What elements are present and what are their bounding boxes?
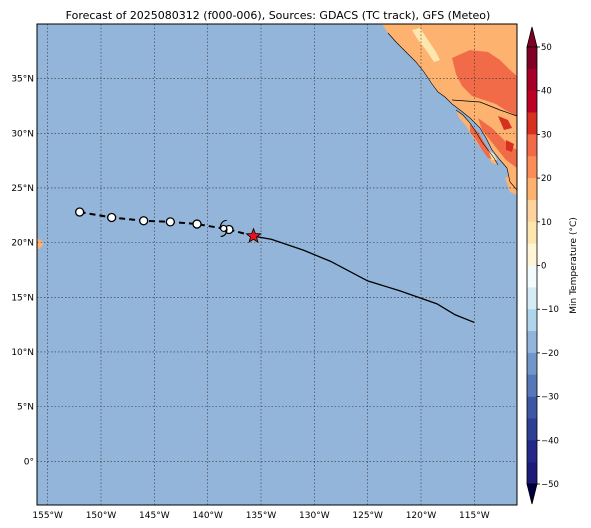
- baja-coastline: [455, 109, 499, 166]
- colorbar-tick-label: −10: [541, 305, 559, 315]
- past-position-marker: [139, 216, 149, 226]
- forecast-track-line: [253, 235, 475, 324]
- colorbar-segment: [527, 47, 537, 70]
- colorbar-segment: [527, 462, 537, 485]
- colorbar-segment: [527, 418, 537, 441]
- colorbar-segment: [527, 156, 537, 179]
- colorbar-tick-label: 50: [541, 43, 552, 53]
- hot-region-southwest: [452, 50, 517, 116]
- colorbar-segment: [527, 396, 537, 419]
- mild-baja-tip: [488, 150, 497, 160]
- past-position-marker: [192, 219, 202, 229]
- past-position-marker: [165, 217, 175, 227]
- very-hot-spot-1: [498, 116, 512, 130]
- colorbar-label: Min Temperature (°C): [569, 217, 579, 314]
- lon-tick-label: 125°W: [352, 511, 383, 521]
- current-position-star: [245, 227, 262, 243]
- lon-tick-label: 150°W: [86, 511, 117, 521]
- colorbar-tick-label: −50: [541, 480, 559, 490]
- hot-region-sonora: [478, 118, 517, 168]
- colorbar-segment: [527, 221, 537, 244]
- colorbar-segment: [527, 265, 537, 288]
- map-title: Forecast of 2025080312 (f000-006), Sourc…: [66, 9, 491, 22]
- colorbar-segment: [527, 112, 537, 135]
- very-hot-spot-2: [506, 140, 514, 152]
- lat-tick-label: 10°N: [11, 348, 34, 358]
- colorbar-tick-label: −30: [541, 393, 559, 403]
- hawaii-landmass: [37, 238, 43, 249]
- colorbar-max-extension: [526, 26, 538, 48]
- colorbar-segment: [527, 309, 537, 332]
- ocean-area: [37, 24, 517, 505]
- past-position-marker: [75, 207, 85, 217]
- lat-tick-label: 35°N: [11, 75, 34, 85]
- lon-tick-label: 145°W: [139, 511, 170, 521]
- colorbar-segment: [527, 90, 537, 113]
- colorbar-tick-label: 0: [541, 262, 546, 272]
- colorbar-segment: [527, 134, 537, 157]
- colorbar-segment: [527, 68, 537, 91]
- lat-tick-label: 0°: [24, 457, 34, 467]
- colorbar-tick-label: 10: [541, 218, 552, 228]
- lat-tick-label: 20°N: [11, 239, 34, 249]
- colorbar-segment: [527, 199, 537, 223]
- colorbar: 50 40 30 20 10 0 −10 −20 −30 −40 −50 Min Temperatur…: [526, 26, 579, 505]
- colorbar-tick-label: −40: [541, 436, 559, 446]
- longitude-labels: 155°W 150°W 145°W 140°W 135°W 130°W 125°W 120°W…: [32, 511, 489, 521]
- colorbar-tick-label: 40: [541, 87, 552, 97]
- colorbar-segment: [527, 352, 537, 376]
- us-mexico-border: [451, 99, 517, 117]
- lat-tick-label: 15°N: [11, 293, 34, 303]
- colorbar-segment: [527, 178, 537, 201]
- colorbar-segment: [527, 331, 537, 354]
- lon-tick-label: 135°W: [246, 511, 277, 521]
- lon-tick-label: 155°W: [32, 511, 63, 521]
- mild-coastal-strip: [412, 28, 440, 62]
- lon-tick-label: 140°W: [192, 511, 223, 521]
- land-layer: [37, 24, 517, 249]
- colorbar-tick-label: 20: [541, 174, 552, 184]
- lon-tick-label: 115°W: [459, 511, 490, 521]
- lon-tick-label: 120°W: [406, 511, 437, 521]
- map-frame: [36, 23, 518, 506]
- tropical-storm-icon: [219, 219, 228, 238]
- lon-tick-label: 130°W: [299, 511, 330, 521]
- lat-tick-label: 5°N: [17, 403, 34, 413]
- lat-tick-label: 30°N: [11, 129, 34, 139]
- colorbar-min-extension: [526, 483, 538, 505]
- colorbar-tick-label: −20: [541, 349, 559, 359]
- lat-tick-label: 25°N: [11, 184, 34, 194]
- past-position-marker: [107, 212, 117, 223]
- map-panel: 155°W 150°W 145°W 140°W 135°W 130°W 125°W 120°W…: [11, 23, 518, 521]
- storm-track: [75, 207, 475, 324]
- colorbar-tick-label: 30: [541, 130, 552, 140]
- colorbar-segment: [527, 287, 537, 310]
- colorbar-segment: [527, 440, 537, 463]
- graticule: [37, 24, 517, 505]
- colorbar-segment: [527, 374, 537, 397]
- latitude-labels: 0° 5°N 10°N 15°N 20°N 25°N 30°N 35°N: [11, 75, 34, 468]
- coastline: [387, 32, 517, 191]
- colorbar-segment: [527, 243, 537, 266]
